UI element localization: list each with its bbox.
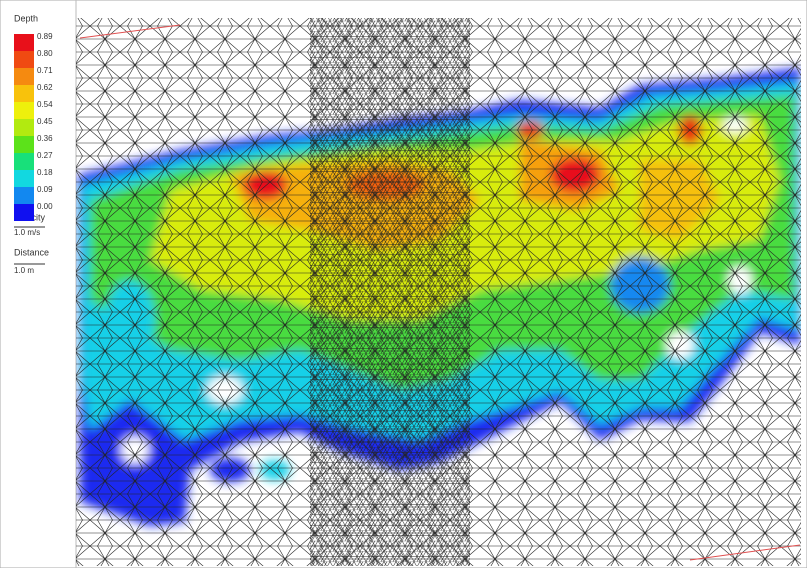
legend-label: 0.71 (37, 66, 53, 75)
legend-label: 0.80 (37, 49, 53, 58)
mesh-fine (310, 18, 470, 568)
legend-label: 0.27 (37, 151, 53, 160)
map-view (76, 18, 801, 568)
legend-label: 0.89 (37, 32, 53, 41)
legend-swatch (14, 68, 34, 85)
app-window: Depth Velocity 1.0 m/s Distance 1.0 m 0.… (0, 0, 807, 568)
legend-swatch (14, 119, 34, 136)
legend-swatch (14, 136, 34, 153)
legend-swatch (14, 51, 34, 68)
legend-swatch (14, 102, 34, 119)
legend-label: 0.18 (37, 168, 53, 177)
legend-title: Depth (14, 13, 38, 23)
legend-swatch (14, 85, 34, 102)
legend-swatch (14, 187, 34, 204)
legend-label: 0.45 (37, 117, 53, 126)
legend-label: 0.09 (37, 185, 53, 194)
legend-title: Distance (14, 247, 49, 257)
legend-swatch (14, 34, 34, 51)
legend-label: 0.00 (37, 202, 53, 211)
scale-label: 1.0 m/s (14, 228, 40, 237)
scale-label: 1.0 m (14, 266, 34, 275)
legend-label: 0.62 (37, 83, 53, 92)
legend-swatch (14, 170, 34, 187)
legend-label: 0.36 (37, 134, 53, 143)
legend-swatch (14, 153, 34, 170)
legend-label: 0.54 (37, 100, 53, 109)
legend-swatch (14, 204, 34, 221)
